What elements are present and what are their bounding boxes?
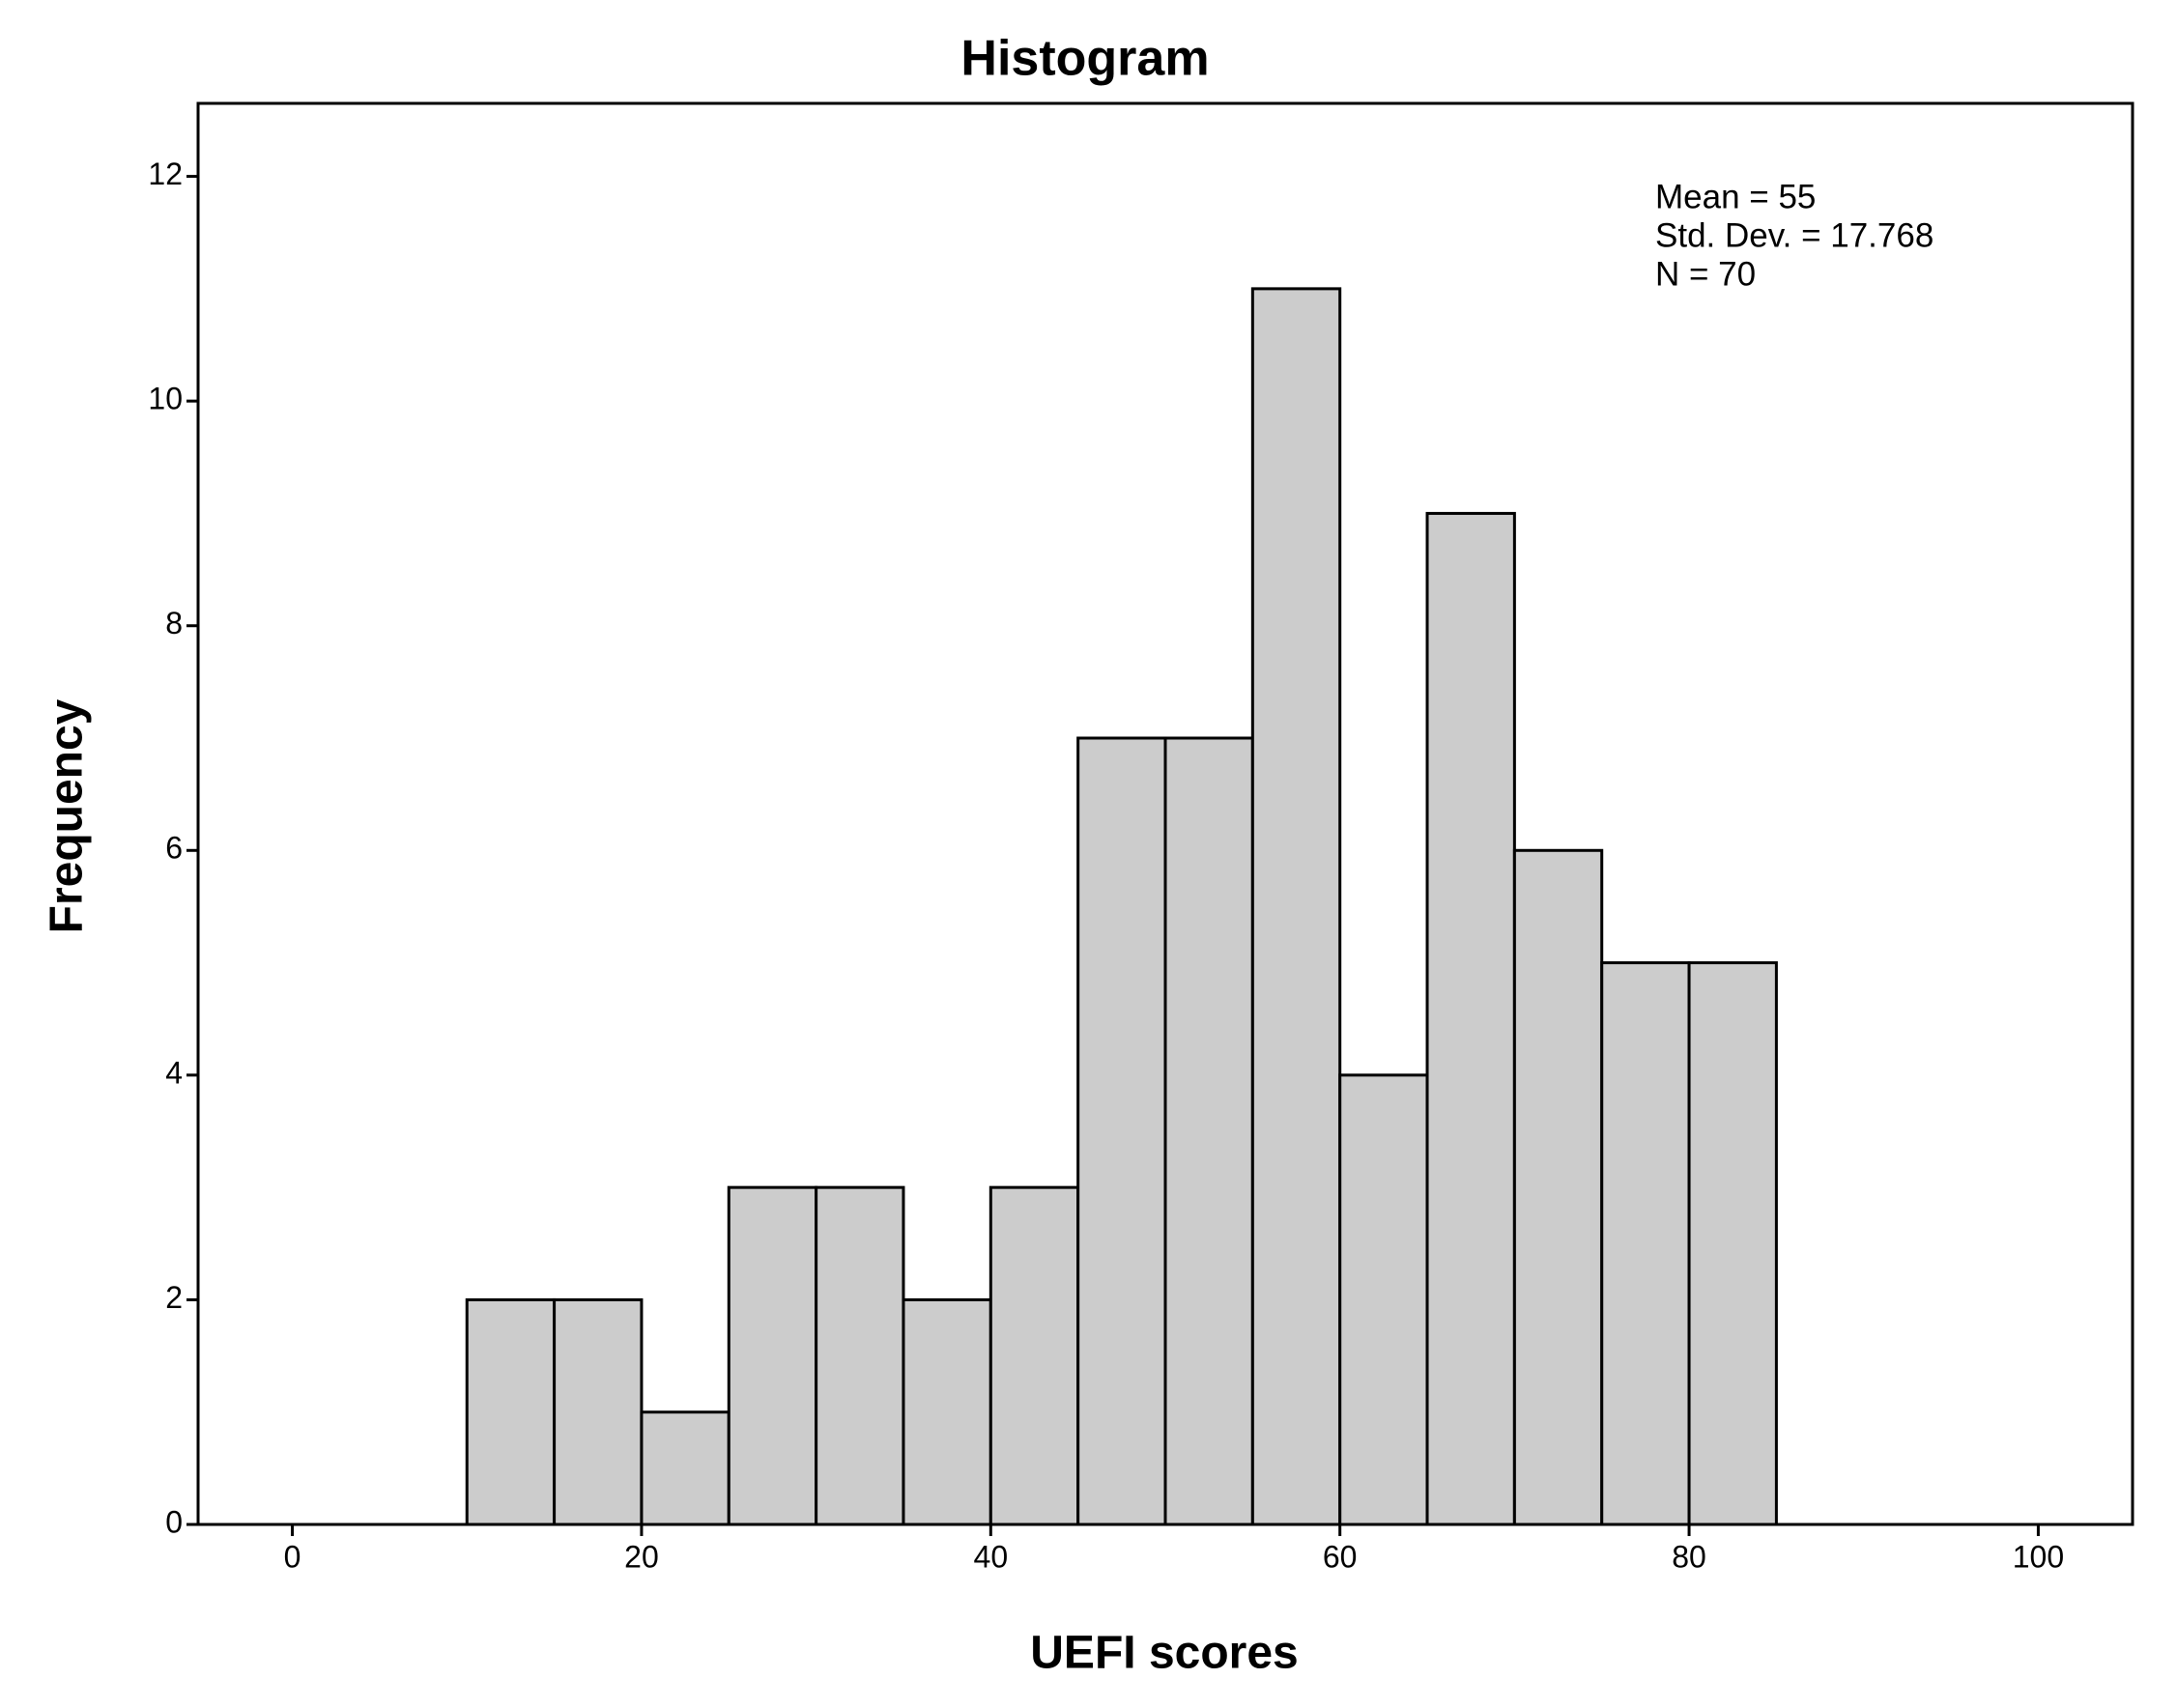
y-tick-label: 2 (165, 1280, 183, 1315)
y-tick-label: 8 (165, 606, 183, 640)
bar (1076, 736, 1167, 1526)
bar (1250, 287, 1342, 1526)
bar (815, 1185, 905, 1526)
bar (640, 1410, 730, 1526)
bar (902, 1297, 992, 1526)
x-tick-label: 100 (2013, 1539, 2064, 1574)
annotation: Std. Dev. = 17.768 (1655, 216, 1934, 254)
bar (1512, 848, 1604, 1526)
bar (465, 1297, 557, 1526)
bar (1687, 961, 1778, 1526)
x-tick-label: 20 (624, 1539, 659, 1574)
bar (1600, 961, 1691, 1526)
x-tick-label: 60 (1323, 1539, 1358, 1574)
y-tick-label: 6 (165, 831, 183, 866)
x-axis-label: UEFI scores (1030, 1628, 1298, 1679)
annotation: N = 70 (1655, 255, 1756, 293)
chart-title: Histogram (960, 31, 1209, 87)
y-tick-label: 4 (165, 1055, 183, 1090)
bar (1338, 1073, 1429, 1526)
bar (727, 1185, 818, 1526)
bar (553, 1297, 644, 1526)
bar (1163, 736, 1254, 1526)
y-tick-label: 10 (148, 382, 183, 416)
y-tick-label: 12 (148, 157, 183, 191)
plot-frame (196, 101, 2134, 1526)
bar (1425, 511, 1516, 1526)
y-axis-label: Frequency (42, 698, 93, 933)
x-tick-label: 40 (974, 1539, 1009, 1574)
x-tick-label: 80 (1672, 1539, 1706, 1574)
bar (988, 1185, 1080, 1526)
y-tick-label: 0 (165, 1504, 183, 1539)
x-tick-label: 0 (284, 1539, 301, 1574)
annotation: Mean = 55 (1655, 178, 1816, 215)
